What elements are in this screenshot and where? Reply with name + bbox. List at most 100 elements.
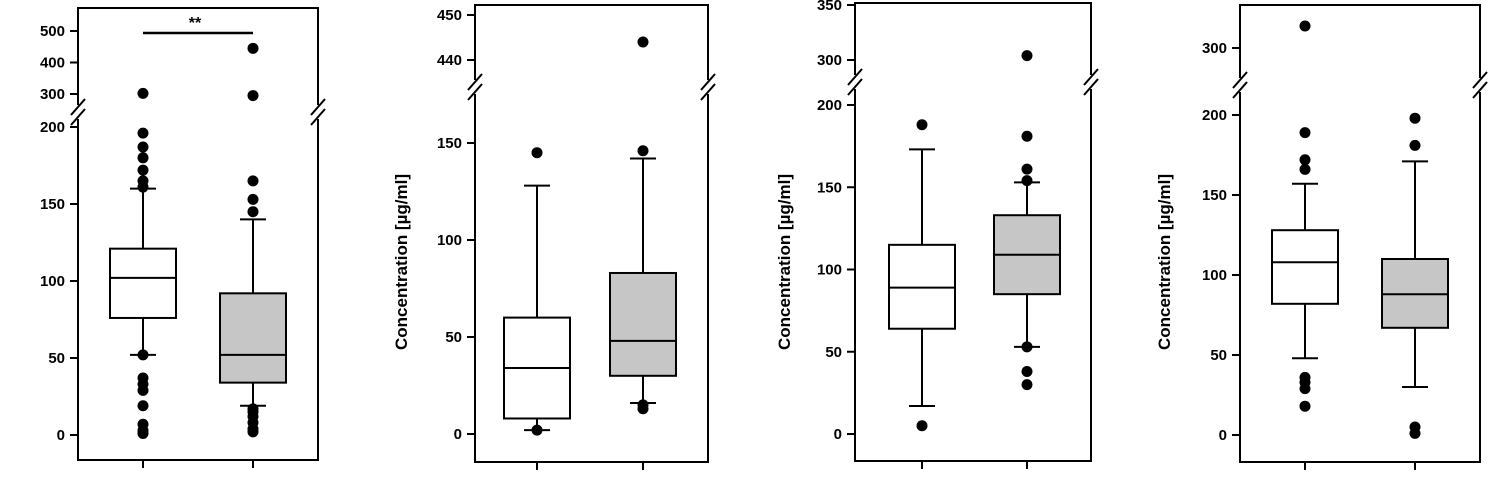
- axis-break-icon: [310, 98, 326, 116]
- y-tick-label: 150: [40, 196, 65, 213]
- outlier-dot: [247, 175, 259, 187]
- outlier-dot: [137, 87, 149, 99]
- y-tick-label: 100: [40, 273, 65, 290]
- outlier-dot: [1299, 127, 1311, 139]
- outlier-dot: [637, 145, 649, 157]
- axis-break-icon: [1472, 71, 1488, 89]
- axis-break-gap: [472, 80, 478, 94]
- boxplot-panel-4: 0 50 100 150 200 300 Concentration [µg/ml]: [1155, 4, 1488, 470]
- y-tick-label: 300: [817, 52, 842, 69]
- y-tick-label: 100: [1202, 267, 1227, 284]
- boxplot-group-1: [503, 147, 571, 436]
- outlier-dot: [1299, 383, 1311, 395]
- y-tick-label: 0: [834, 426, 842, 443]
- boxplot-panel-2: 0 50 100 150 440 450 Concentration [µg/ml]: [392, 4, 716, 470]
- axis-break-icon: [847, 68, 863, 86]
- y-tick-label: 300: [1202, 40, 1227, 57]
- box: [609, 271, 677, 377]
- box: [219, 292, 287, 384]
- outlier-dot: [1021, 50, 1033, 62]
- axis-break-icon: [310, 108, 326, 126]
- boxplot-group-2: [219, 42, 287, 438]
- outlier-dot: [637, 403, 649, 415]
- box: [109, 247, 177, 319]
- outlier-dot: [1021, 163, 1033, 175]
- outlier-dot: [531, 424, 543, 436]
- y-tick-label: 400: [40, 55, 65, 72]
- boxplot-group-1: [109, 87, 177, 439]
- boxplot-group-1: [888, 119, 956, 432]
- axis-break-gap: [852, 75, 858, 89]
- y-axis-label: Concentration [µg/ml]: [1155, 174, 1174, 350]
- boxplot-group-1: [1271, 20, 1339, 412]
- axis-break-icon: [1083, 78, 1099, 96]
- plot-frame: [854, 2, 1092, 462]
- y-tick-label: 50: [48, 350, 65, 367]
- outlier-dot: [137, 400, 149, 412]
- axis-break-gap: [1237, 78, 1243, 92]
- axis-break-icon: [847, 78, 863, 96]
- y-axis-label: Concentration [µg/ml]: [775, 174, 794, 350]
- axis-break-gap: [1477, 78, 1483, 92]
- outlier-dot: [247, 90, 259, 102]
- y-tick-label: 500: [40, 23, 65, 40]
- y-tick-label: 0: [57, 427, 65, 444]
- outlier-dot: [137, 141, 149, 153]
- outlier-dot: [1299, 154, 1311, 166]
- axis-break-icon: [70, 108, 86, 126]
- outlier-dot: [137, 152, 149, 164]
- outlier-dot: [1299, 20, 1311, 32]
- y-tick-label: 50: [1210, 347, 1227, 364]
- axis-break-gap: [315, 105, 321, 119]
- y-tick-label: 0: [454, 426, 462, 443]
- y-tick-label: 200: [817, 97, 842, 114]
- y-axis-label: Concentration [µg/ml]: [392, 174, 411, 350]
- outlier-dot: [1021, 365, 1033, 377]
- y-tick-label: 100: [437, 232, 462, 249]
- significance-label: **: [189, 15, 202, 32]
- boxplot-panel-3: 0 50 100 150 200 300 350 Concentration [µg/ml]: [775, 0, 1099, 469]
- y-tick-label: 50: [445, 329, 462, 346]
- outlier-dot: [247, 206, 259, 218]
- outlier-dot: [1021, 379, 1033, 391]
- box: [1271, 229, 1339, 305]
- boxplot-group-2: [993, 50, 1061, 391]
- outlier-dot: [247, 426, 259, 438]
- outlier-dot: [137, 384, 149, 396]
- boxplot-group-2: [1381, 112, 1449, 439]
- outlier-dot: [637, 36, 649, 48]
- axis-break-icon: [467, 83, 483, 101]
- plot-frame: [474, 4, 709, 463]
- y-tick-label: 200: [1202, 107, 1227, 124]
- axis-break-icon: [700, 73, 716, 91]
- outlier-dot: [1299, 400, 1311, 412]
- y-tick-label: 150: [1202, 187, 1227, 204]
- outlier-dot: [916, 420, 928, 432]
- outlier-dot: [1409, 427, 1421, 439]
- axis-break-gap: [705, 80, 711, 94]
- outlier-dot: [1409, 139, 1421, 151]
- outlier-dot: [916, 119, 928, 131]
- axis-break-icon: [1472, 81, 1488, 99]
- outlier-dot: [137, 164, 149, 176]
- outlier-dot: [137, 427, 149, 439]
- axis-break-gap: [1088, 75, 1094, 89]
- y-tick-label: 350: [817, 0, 842, 14]
- y-tick-label: 440: [437, 52, 462, 69]
- outlier-dot: [137, 349, 149, 361]
- axis-break-icon: [1083, 68, 1099, 86]
- axis-break-icon: [70, 98, 86, 116]
- outlier-dot: [1299, 163, 1311, 175]
- outlier-dot: [247, 193, 259, 205]
- outlier-dot: [1021, 341, 1033, 353]
- boxplot-group-2: [609, 36, 677, 415]
- outlier-dot: [1021, 175, 1033, 187]
- outlier-dot: [1409, 112, 1421, 124]
- axis-break-icon: [1232, 71, 1248, 89]
- plot-frame: [1239, 4, 1481, 463]
- boxplot-panel-1: 0 50 100 150 200 300 400 500 **: [40, 7, 326, 468]
- y-tick-label: 300: [40, 86, 65, 103]
- axis-break-icon: [467, 73, 483, 91]
- plot-frame: [77, 7, 319, 461]
